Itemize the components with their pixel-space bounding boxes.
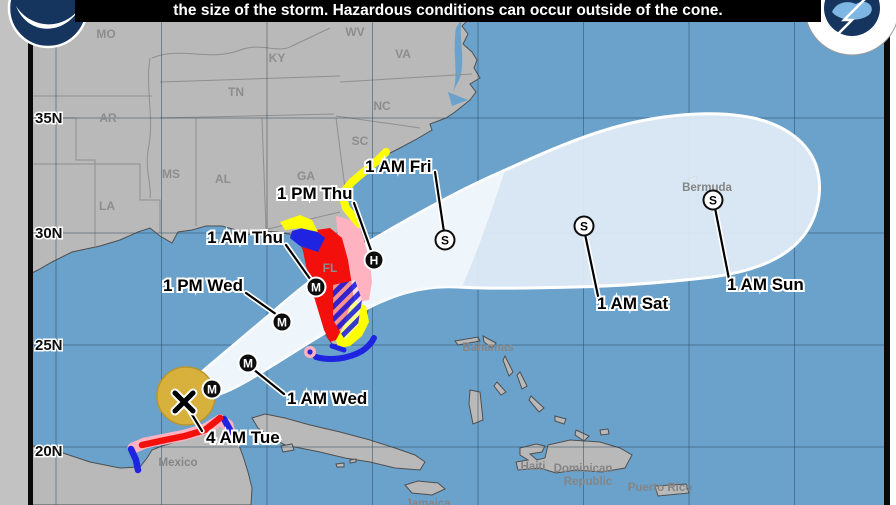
- disclaimer-text: the size of the storm. Hazardous conditi…: [173, 2, 723, 19]
- state-label-ga: GA: [297, 169, 315, 183]
- forecast-point-S: [434, 229, 456, 251]
- leader-line: [583, 232, 600, 298]
- state-label-fl: FL: [323, 261, 338, 275]
- forecast-point-letter: M: [277, 316, 287, 330]
- right-border: [884, 0, 890, 505]
- forecast-point-letter: H: [370, 254, 379, 268]
- forecast-point-S: [573, 215, 595, 237]
- leader-line: [284, 243, 315, 285]
- nws-logo: [804, 0, 896, 56]
- left-border: [28, 0, 33, 505]
- track-time-label: 4 AM Tue: [206, 428, 280, 447]
- ts-warning-florida-keys: [313, 335, 377, 362]
- state-label-ms: MS: [162, 167, 180, 181]
- ts-warning-florida-bigbend: [290, 226, 325, 252]
- state-label-al: AL: [215, 172, 231, 186]
- state-label-va: VA: [395, 47, 411, 61]
- forecast-point-M: [237, 352, 259, 374]
- city-marker-dot: [307, 349, 313, 355]
- place-label: Republic: [564, 476, 613, 488]
- state-label-wv: WV: [345, 25, 364, 39]
- state-label-tn: TN: [228, 85, 244, 99]
- state-label-ar: AR: [99, 111, 117, 125]
- leader-line: [713, 206, 731, 281]
- place-label: Haiti: [521, 461, 546, 473]
- leader-line: [352, 201, 374, 255]
- track-time-label: 1 AM Fri: [365, 157, 431, 176]
- forecast-point-letter: S: [580, 220, 588, 234]
- place-label: Puerto Rico: [628, 482, 693, 494]
- ts-warning-florida-tip: [329, 343, 347, 353]
- forecast-point-H: [363, 249, 385, 271]
- ts-watch-florida-panhandle: [280, 215, 318, 232]
- state-label-sc: SC: [352, 134, 369, 148]
- state-label-nc: NC: [373, 99, 391, 113]
- right-margin: [890, 0, 896, 505]
- jamaica: [404, 480, 446, 496]
- track-time-label: 1 AM Thu: [207, 228, 283, 247]
- ts-warning-yucatan-west: [127, 445, 142, 474]
- forecast-point-M: [271, 311, 293, 333]
- hurricane-watch-florida-east: [336, 216, 372, 302]
- forecast-point-S: [702, 189, 724, 211]
- hurricane-warning-yucatan: [138, 414, 224, 449]
- forecast-point-letter: S: [441, 234, 449, 248]
- leader-line: [244, 291, 282, 319]
- place-label: Jamaica: [405, 498, 451, 505]
- forecast-point-letter: M: [243, 357, 253, 371]
- leader-line: [433, 170, 446, 234]
- storm-surge-hatch-florida: [333, 280, 362, 340]
- place-label: Bahamas: [462, 342, 513, 354]
- state-label-mo: MO: [96, 27, 115, 41]
- latitude-label-35n: 35N: [35, 110, 63, 127]
- latitude-label-20n: 20N: [35, 443, 63, 460]
- current-position-x-icon: [172, 390, 196, 414]
- track-time-label: 1 AM Wed: [287, 389, 367, 408]
- track-time-label: 1 AM Sat: [597, 294, 669, 313]
- place-label: Bermuda: [682, 182, 732, 194]
- noaa-logo: [7, 0, 89, 49]
- state-borders: [30, 27, 473, 247]
- state-label-ky: KY: [269, 51, 286, 65]
- ts-watch-georgia-carolina-coast: [338, 148, 390, 228]
- forecast-point-letter: S: [709, 194, 717, 208]
- leader-line: [251, 367, 286, 396]
- ts-warning-yucatan-east: [220, 415, 235, 446]
- hispaniola: [515, 439, 633, 474]
- track-time-label: 1 AM Sun: [727, 275, 804, 294]
- forecast-point-M: [201, 378, 223, 400]
- place-label: Mexico: [159, 457, 198, 469]
- place-label: Dominican: [554, 463, 613, 475]
- left-margin: [0, 0, 28, 505]
- forecast-point-letter: M: [311, 281, 321, 295]
- forecast-point-letter: M: [207, 383, 217, 397]
- track-time-label: 1 PM Wed: [163, 276, 243, 295]
- forecast-point-M: [305, 276, 327, 298]
- disclaimer-banner: the size of the storm. Hazardous conditi…: [75, 0, 821, 22]
- latitude-label-30n: 30N: [35, 225, 63, 242]
- watch-warning-areas: [127, 148, 390, 474]
- track-time-label: 1 PM Thu: [277, 184, 353, 203]
- latitude-label-25n: 25N: [35, 337, 63, 354]
- state-label-la: LA: [99, 199, 115, 213]
